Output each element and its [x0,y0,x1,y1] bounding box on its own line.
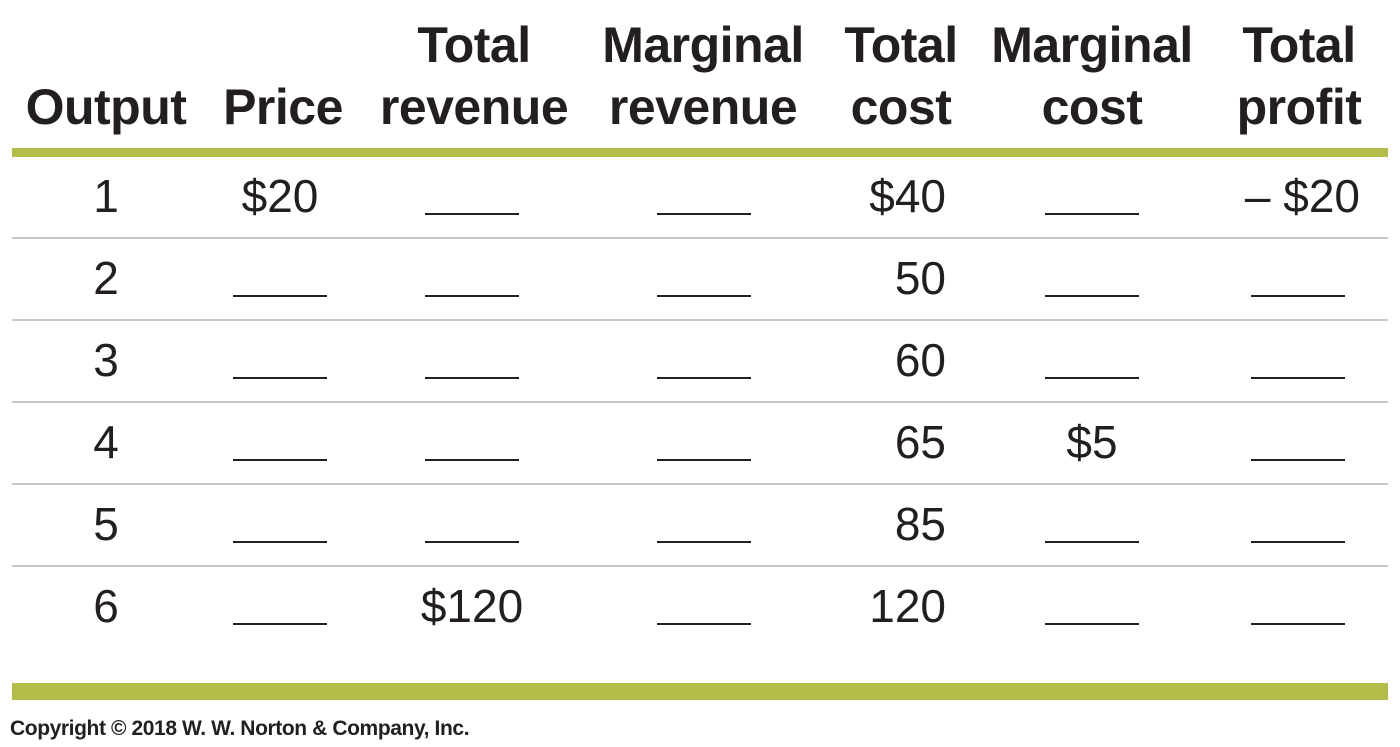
header-marginal-cost-line2: cost [1041,79,1143,135]
table-row: 6 $120 120 [12,567,1388,649]
cell-output: 3 [93,334,119,386]
footer-rule [12,683,1388,700]
cell-total-cost: 60 [894,334,946,386]
blank-total-profit [1251,459,1345,461]
table-header: Output Price Total revenue Marginal reve… [12,14,1388,146]
blank-marginal-revenue [657,459,751,461]
header-total-cost: Total cost [838,14,964,138]
blank-marginal-cost [1045,213,1139,215]
blank-total-revenue [425,213,519,215]
cell-total-cost: 65 [894,416,946,468]
blank-marginal-revenue [657,295,751,297]
header-total-revenue-line2: revenue [379,79,569,135]
header-price: Price [208,76,358,138]
cell-output: 1 [93,170,119,222]
blank-total-revenue [425,541,519,543]
blank-marginal-cost [1045,377,1139,379]
cell-total-cost: 85 [894,498,946,550]
header-price-line2: Price [223,79,343,135]
blank-marginal-revenue [657,213,751,215]
header-marginal-cost: Marginal cost [982,14,1202,138]
blank-marginal-cost [1045,541,1139,543]
blank-price [233,377,327,379]
blank-total-revenue [425,459,519,461]
cell-output: 2 [93,252,119,304]
table-row: 5 85 [12,485,1388,567]
header-marginal-revenue-line1: Marginal [602,17,804,73]
blank-marginal-revenue [657,541,751,543]
blank-price [233,623,327,625]
header-output: Output [12,76,200,138]
header-total-profit: Total profit [1224,14,1374,138]
header-total-cost-line2: cost [850,79,952,135]
table-row: 4 65 $5 [12,403,1388,485]
table-row: 2 50 [12,239,1388,321]
header-total-profit-line2: profit [1236,79,1362,135]
cell-output: 5 [93,498,119,550]
cell-total-profit: – $20 [1244,170,1360,222]
header-rule [12,148,1388,157]
blank-total-profit [1251,295,1345,297]
blank-total-revenue [425,377,519,379]
blank-price [233,541,327,543]
header-output-line2: Output [25,79,187,135]
header-total-revenue-line1: Total [417,17,531,73]
blank-marginal-cost [1045,623,1139,625]
blank-price [233,459,327,461]
table-row: 1 $20 $40 – $20 [12,157,1388,239]
cell-total-cost: $40 [869,170,946,222]
header-marginal-revenue-line2: revenue [608,79,798,135]
cell-total-cost: 120 [869,580,946,632]
table-row: 3 60 [12,321,1388,403]
header-total-profit-line1: Total [1242,17,1356,73]
cell-output: 6 [93,580,119,632]
blank-total-profit [1251,623,1345,625]
cell-marginal-cost: $5 [1066,416,1118,468]
cell-output: 4 [93,416,119,468]
blank-marginal-revenue [657,623,751,625]
header-marginal-cost-line1: Marginal [991,17,1193,73]
cell-price: $20 [241,170,319,222]
blank-total-revenue [425,295,519,297]
blank-marginal-cost [1045,295,1139,297]
header-marginal-revenue: Marginal revenue [596,14,810,138]
header-total-cost-line1: Total [844,17,958,73]
blank-total-profit [1251,377,1345,379]
cell-total-revenue: $120 [420,580,524,632]
blank-marginal-revenue [657,377,751,379]
blank-price [233,295,327,297]
blank-total-profit [1251,541,1345,543]
copyright-text: Copyright © 2018 W. W. Norton & Company,… [10,717,470,740]
header-total-revenue: Total revenue [374,14,574,138]
cell-total-cost: 50 [894,252,946,304]
